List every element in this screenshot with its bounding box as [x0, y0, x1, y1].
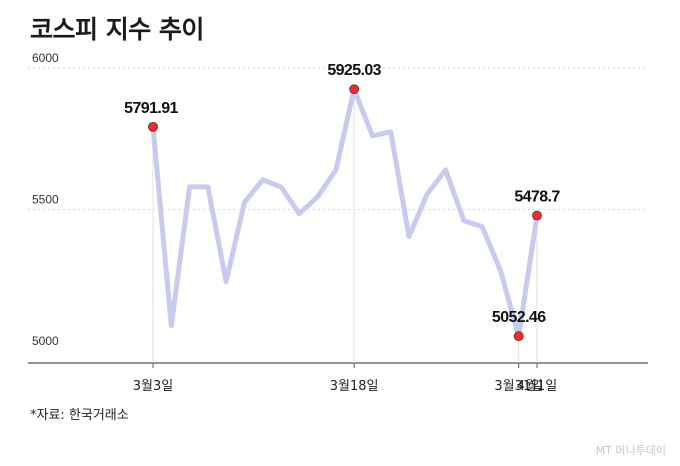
highlight-markers — [148, 84, 542, 342]
x-tick-label: 3월18일 — [330, 379, 379, 394]
y-tick-label: 5000 — [32, 334, 59, 348]
x-tick-label: 3월3일 — [133, 379, 173, 394]
highlight-point — [513, 331, 524, 342]
data-label: 5052.46 — [492, 309, 546, 326]
x-tick-label: 4월1일 — [517, 379, 557, 394]
highlight-point — [148, 121, 158, 132]
y-tick-label: 6000 — [32, 51, 59, 65]
highlight-point — [532, 210, 542, 221]
publisher-credit: MT 머니투데이 — [595, 444, 666, 457]
highlight-point — [349, 84, 360, 95]
y-tick-label: 5500 — [32, 193, 59, 207]
gridlines — [28, 67, 648, 364]
data-label: 5925.03 — [327, 62, 381, 79]
source-note: *자료: 한국거래소 — [30, 408, 129, 423]
x-tick-label: 3월31일 — [494, 379, 543, 394]
data-labels: 5791.91 5925.03 5052.46 5478.7 — [124, 62, 561, 326]
data-label: 5478.7 — [514, 189, 560, 206]
series-line — [150, 86, 540, 339]
chart-title: 코스피 지수 추이 — [30, 15, 204, 44]
data-label: 5791.91 — [124, 100, 178, 117]
kospi-series-line — [150, 86, 540, 339]
y-axis-ticks: 5000 5500 6000 — [32, 51, 59, 348]
